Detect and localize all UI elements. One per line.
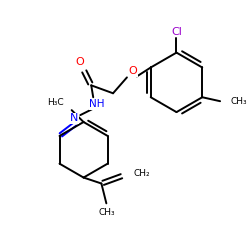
Text: O: O [75, 56, 84, 66]
Text: NH: NH [90, 99, 105, 109]
Text: CH₃: CH₃ [230, 97, 247, 106]
Text: CH₂: CH₂ [133, 169, 150, 178]
Text: O: O [128, 66, 137, 76]
Text: N: N [70, 113, 78, 123]
Text: CH₃: CH₃ [98, 208, 115, 217]
Text: Cl: Cl [171, 27, 182, 37]
Text: H₃C: H₃C [48, 98, 64, 107]
